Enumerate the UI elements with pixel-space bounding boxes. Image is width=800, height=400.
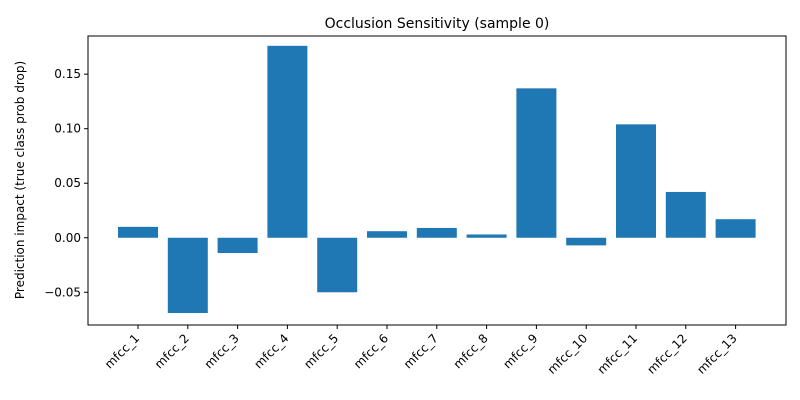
x-tick-label: mfcc_7: [401, 331, 441, 371]
bar-mfcc_1: [118, 226, 158, 238]
y-tick-label: 0.00: [54, 231, 81, 245]
x-tick-label: mfcc_4: [251, 331, 291, 371]
bar-mfcc_10: [566, 237, 607, 246]
x-tick-label: mfcc_9: [500, 331, 540, 371]
bar-mfcc_12: [665, 191, 706, 238]
bar-mfcc_9: [516, 88, 557, 238]
bar-mfcc_4: [267, 45, 308, 238]
bar-mfcc_11: [616, 124, 656, 238]
y-tick-label: 0.10: [54, 122, 81, 136]
plot-frame: [87, 35, 787, 326]
bar-mfcc_2: [167, 237, 208, 313]
bar-mfcc_8: [466, 234, 507, 238]
y-axis-label: Prediction impact (true class prob drop): [13, 61, 27, 299]
bar-mfcc_7: [416, 227, 457, 238]
bars-layer: [118, 45, 756, 313]
y-tick-label: 0.05: [54, 176, 81, 190]
x-tick-label: mfcc_6: [351, 331, 391, 371]
x-tick-label: mfcc_11: [595, 331, 641, 377]
bar-mfcc_3: [217, 237, 258, 254]
y-tick-label: 0.15: [54, 67, 81, 81]
x-tick-label: mfcc_1: [102, 331, 142, 371]
bar-mfcc_13: [715, 219, 756, 238]
x-axis-ticks: mfcc_1 mfcc_2 mfcc_3 mfcc_4 mfcc_5 mfcc_6 mfcc…: [102, 325, 740, 377]
x-tick-label: mfcc_12: [644, 331, 690, 377]
y-axis-ticks: −0.05 0.00 0.05 0.10 0.15: [44, 67, 88, 299]
x-tick-label: mfcc_10: [545, 331, 591, 377]
x-tick-label: mfcc_5: [301, 331, 341, 371]
x-tick-label: mfcc_2: [152, 331, 192, 371]
bar-mfcc_6: [367, 231, 407, 238]
x-tick-label: mfcc_8: [451, 331, 491, 371]
bar-mfcc_5: [317, 237, 358, 293]
y-tick-label: −0.05: [44, 285, 81, 299]
chart-title: Occlusion Sensitivity (sample 0): [325, 16, 550, 32]
x-tick-label: mfcc_13: [694, 331, 740, 377]
x-tick-label: mfcc_3: [202, 331, 242, 371]
